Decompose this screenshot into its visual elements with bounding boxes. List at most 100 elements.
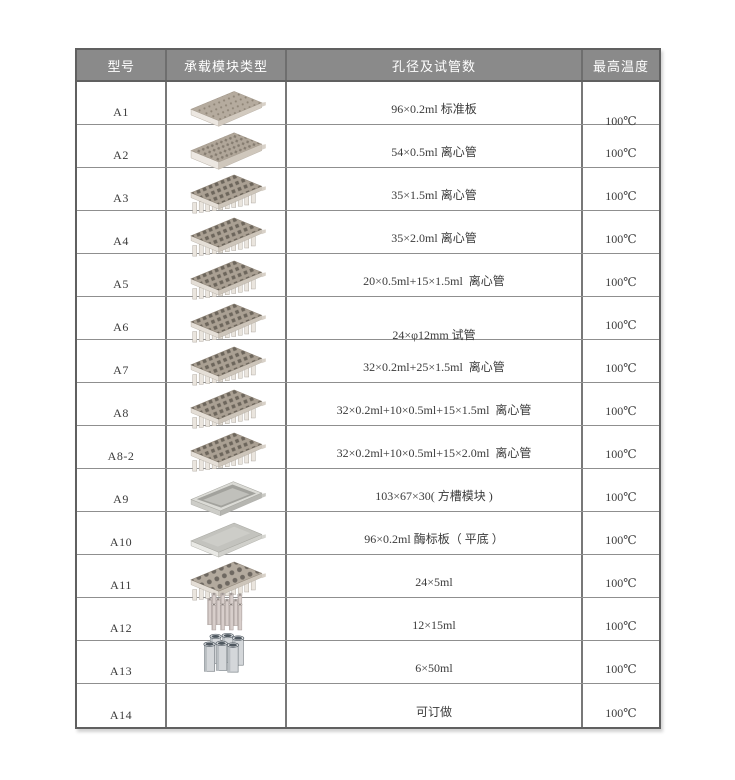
model-label: A8 (113, 406, 129, 420)
model-label: A9 (113, 492, 129, 506)
model-cell: A14 (77, 684, 167, 727)
model-cell: A6 (77, 297, 167, 339)
column-header-temp: 最高温度 (592, 58, 649, 74)
temp-label: 100℃ (605, 361, 637, 375)
temp-cell: 100℃ (583, 340, 659, 382)
model-cell: A4 (77, 211, 167, 253)
model-cell: A5 (77, 254, 167, 296)
module-spec-table: 型号 承载模块类型 孔径及试管数 最高温度 A1 96×0.2ml 标准板 10… (75, 48, 661, 729)
table-row: A8-2 32×0.2ml+10×0.5ml+15×2.0ml 离心管 100℃ (77, 426, 659, 469)
module-image-cell (167, 383, 287, 425)
column-header-module: 承载模块类型 (167, 50, 287, 80)
module-image-cell (167, 598, 287, 640)
spec-label: 6×50ml (415, 661, 453, 675)
table-row: A3 35×1.5ml 离心管 100℃ (77, 168, 659, 211)
spec-label: 32×0.2ml+10×0.5ml+15×2.0ml 离心管 (336, 446, 532, 460)
table-row: A12 12×15ml 100℃ (77, 598, 659, 641)
temp-label: 100℃ (605, 232, 637, 246)
temp-label: 100℃ (605, 706, 637, 720)
temp-label: 100℃ (605, 114, 637, 128)
temp-cell: 100℃ (583, 426, 659, 468)
spec-cell: 12×15ml (287, 598, 583, 640)
spec-label: 54×0.5ml 离心管 (391, 145, 477, 159)
table-header-row: 型号 承载模块类型 孔径及试管数 最高温度 (77, 50, 659, 82)
module-image-cell (167, 512, 287, 554)
table-row: A8 32×0.2ml+10×0.5ml+15×1.5ml 离心管 100℃ (77, 383, 659, 426)
module-image-cell (167, 254, 287, 296)
table-row: A6 24×φ12mm 试管 100℃ (77, 297, 659, 340)
table-row: A10 96×0.2ml 酶标板（ 平底 ） 100℃ (77, 512, 659, 555)
model-cell: A2 (77, 125, 167, 167)
spec-label: 24×φ12mm 试管 (392, 328, 476, 342)
temp-cell: 100℃ (583, 555, 659, 597)
spec-label: 35×2.0ml 离心管 (391, 231, 477, 245)
temp-label: 100℃ (605, 490, 637, 504)
spec-cell: 24×φ12mm 试管 (287, 297, 583, 342)
temp-label: 100℃ (605, 404, 637, 418)
model-label: A4 (113, 234, 129, 248)
model-label: A12 (109, 621, 133, 635)
model-cell: A3 (77, 168, 167, 210)
table-row: A9 103×67×30( 方槽模块 ) 100℃ (77, 469, 659, 512)
spec-label: 96×0.2ml 酶标板（ 平底 ） (364, 532, 504, 546)
spec-cell: 24×5ml (287, 555, 583, 597)
spec-cell: 6×50ml (287, 641, 583, 683)
table-row: A13 6×50ml 100℃ (77, 641, 659, 684)
temp-label: 100℃ (605, 189, 637, 203)
spec-cell: 96×0.2ml 酶标板（ 平底 ） (287, 512, 583, 554)
temp-cell: 100℃ (583, 512, 659, 554)
spec-label: 96×0.2ml 标准板 (391, 102, 477, 116)
model-label: A13 (109, 664, 133, 678)
spec-cell: 20×0.5ml+15×1.5ml 离心管 (287, 254, 583, 296)
model-label: A6 (113, 320, 129, 334)
temp-cell: 100℃ (583, 598, 659, 640)
model-label: A11 (110, 578, 132, 592)
model-cell: A9 (77, 469, 167, 511)
spec-label: 20×0.5ml+15×1.5ml 离心管 (363, 274, 505, 288)
table-row: A2 54×0.5ml 离心管 100℃ (77, 125, 659, 168)
spec-label: 32×0.2ml+10×0.5ml+15×1.5ml 离心管 (336, 403, 532, 417)
temp-cell: 100℃ (583, 469, 659, 511)
table-row: A7 32×0.2ml+25×1.5ml 离心管 100℃ (77, 340, 659, 383)
model-cell: A13 (77, 641, 167, 683)
spec-label: 35×1.5ml 离心管 (391, 188, 477, 202)
spec-cell: 103×67×30( 方槽模块 ) (287, 469, 583, 511)
spec-label: 32×0.2ml+25×1.5ml 离心管 (363, 360, 505, 374)
module-image-cell (167, 297, 287, 339)
model-cell: A10 (77, 512, 167, 554)
table-row: A11 24×5ml 100℃ (77, 555, 659, 598)
module-image-cell (167, 168, 287, 210)
temp-cell: 100℃ (583, 684, 659, 727)
temp-cell: 100℃ (583, 297, 659, 339)
temp-label: 100℃ (605, 318, 637, 332)
spec-cell: 54×0.5ml 离心管 (287, 125, 583, 167)
column-header-spec: 孔径及试管数 (287, 50, 583, 80)
model-label: A7 (113, 363, 129, 377)
temp-cell: 100℃ (583, 82, 659, 128)
model-label: A10 (109, 535, 133, 549)
table-row: A1 96×0.2ml 标准板 100℃ (77, 82, 659, 128)
table-row: A14 可订做 100℃ (77, 684, 659, 727)
temp-label: 100℃ (605, 662, 637, 676)
temp-cell: 100℃ (583, 125, 659, 167)
module-image-cell (167, 684, 287, 727)
spec-cell: 32×0.2ml+25×1.5ml 离心管 (287, 340, 583, 382)
module-image-cell (167, 641, 287, 683)
model-cell: A8 (77, 383, 167, 425)
module-image-cell (167, 82, 287, 124)
spec-label: 12×15ml (412, 618, 456, 632)
module-image-cell (167, 125, 287, 167)
module-image-cell (167, 426, 287, 468)
spec-cell: 35×1.5ml 离心管 (287, 168, 583, 210)
spec-cell: 可订做 (287, 684, 583, 727)
column-header-model: 型号 (77, 50, 167, 80)
temp-cell: 100℃ (583, 383, 659, 425)
spec-label: 可订做 (415, 705, 452, 719)
module-image-cell (167, 211, 287, 253)
model-cell: A7 (77, 340, 167, 382)
temp-label: 100℃ (605, 447, 637, 461)
model-cell: A11 (77, 555, 167, 597)
model-cell: A12 (77, 598, 167, 640)
model-label: A3 (113, 191, 129, 205)
model-label: A5 (113, 277, 129, 291)
